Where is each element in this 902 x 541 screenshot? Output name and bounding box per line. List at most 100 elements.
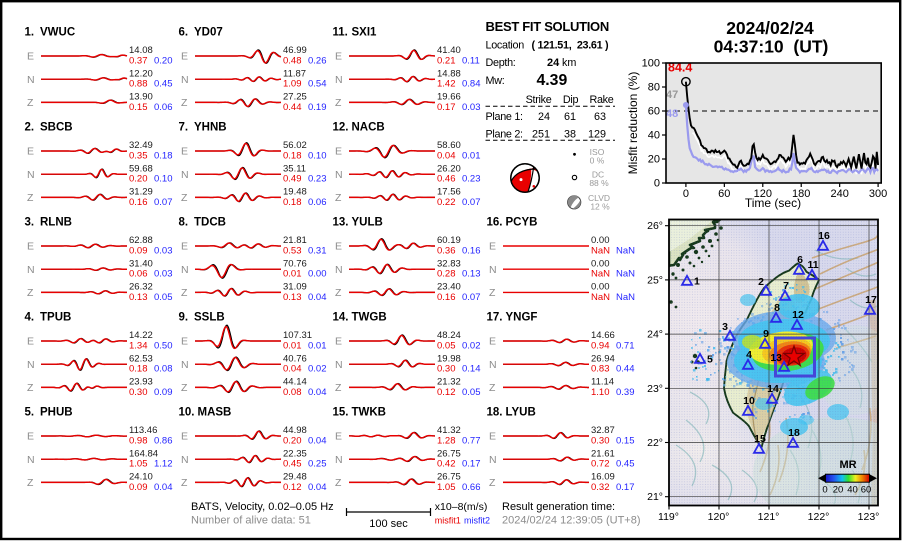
svg-text:N: N — [27, 264, 35, 276]
svg-text:04:37:10 (UT): 04:37:10 (UT) — [714, 37, 829, 57]
svg-text:Strike: Strike — [526, 94, 552, 106]
svg-text:47: 47 — [666, 89, 678, 101]
svg-text:E: E — [27, 51, 34, 63]
svg-text:14: 14 — [767, 383, 779, 395]
svg-text:121°: 121° — [758, 511, 780, 523]
svg-text:BATS, Velocity, 0.02–0.05 Hz: BATS, Velocity, 0.02–0.05 Hz — [191, 501, 334, 513]
svg-text:YD07: YD07 — [194, 27, 223, 39]
svg-text:NaN: NaN — [616, 269, 635, 280]
svg-text:11.87: 11.87 — [283, 68, 306, 79]
svg-text:N: N — [181, 454, 189, 466]
svg-text:SXI1: SXI1 — [352, 27, 378, 39]
svg-text:5: 5 — [707, 354, 713, 366]
svg-text:22.35: 22.35 — [283, 448, 307, 459]
svg-text:26.75: 26.75 — [437, 472, 461, 483]
svg-text:RLNB: RLNB — [40, 217, 72, 229]
svg-text:0.50: 0.50 — [154, 340, 173, 351]
svg-text:Dip: Dip — [563, 94, 579, 106]
svg-text:0.30: 0.30 — [591, 435, 610, 446]
svg-text:0.00: 0.00 — [591, 258, 610, 269]
svg-text:misfit2: misfit2 — [464, 516, 490, 526]
svg-text:N: N — [335, 359, 343, 371]
svg-text:0.18: 0.18 — [283, 150, 302, 161]
svg-text:0.00: 0.00 — [308, 269, 327, 280]
svg-text:Z: Z — [489, 287, 496, 299]
svg-text:29.48: 29.48 — [283, 472, 307, 483]
svg-text:0.54: 0.54 — [308, 79, 327, 90]
svg-text:13.90: 13.90 — [129, 92, 153, 103]
svg-text:0.05: 0.05 — [154, 292, 173, 303]
svg-text:18.: 18. — [487, 407, 503, 419]
svg-text:E: E — [27, 431, 34, 443]
svg-text:1.34: 1.34 — [129, 340, 148, 351]
svg-text:0.02: 0.02 — [308, 364, 327, 375]
svg-text:0.06: 0.06 — [154, 102, 173, 113]
svg-text:0.16: 0.16 — [437, 292, 456, 303]
svg-text:0.26: 0.26 — [308, 55, 327, 66]
svg-text:TPUB: TPUB — [40, 312, 71, 324]
svg-text:TWGB: TWGB — [352, 312, 387, 324]
svg-text:E: E — [489, 431, 496, 443]
svg-text:N: N — [181, 74, 189, 86]
svg-text:CLVD: CLVD — [588, 193, 610, 203]
svg-text:88 %: 88 % — [589, 178, 609, 188]
svg-text:2: 2 — [758, 276, 764, 288]
svg-text:0.83: 0.83 — [591, 364, 610, 375]
svg-text:17.56: 17.56 — [437, 187, 461, 198]
svg-text:10.: 10. — [179, 407, 195, 419]
svg-text:1.05: 1.05 — [437, 482, 456, 493]
svg-text:Z: Z — [27, 477, 34, 489]
svg-text:N: N — [335, 74, 343, 86]
svg-text:DC: DC — [592, 170, 604, 180]
svg-text:0.08: 0.08 — [154, 364, 173, 375]
svg-text:E: E — [181, 241, 188, 253]
svg-text:0.98: 0.98 — [129, 435, 148, 446]
svg-text:1.12: 1.12 — [154, 459, 173, 470]
svg-text:24: 24 — [538, 111, 550, 123]
svg-text:62.53: 62.53 — [129, 353, 153, 364]
svg-text:300: 300 — [869, 188, 887, 200]
svg-text:0.03: 0.03 — [154, 269, 173, 280]
svg-text:0.01: 0.01 — [308, 340, 327, 351]
svg-text:( 121.51, 23.61 ): ( 121.51, 23.61 ) — [532, 39, 610, 51]
svg-text:24.10: 24.10 — [129, 472, 153, 483]
svg-text:1.42: 1.42 — [437, 79, 456, 90]
svg-text:E: E — [181, 336, 188, 348]
svg-text:0.86: 0.86 — [154, 435, 173, 446]
svg-text:TDCB: TDCB — [194, 217, 226, 229]
svg-text:0.20: 0.20 — [129, 174, 148, 185]
svg-text:0.16: 0.16 — [462, 245, 481, 256]
svg-text:Z: Z — [181, 477, 188, 489]
svg-text:Z: Z — [335, 287, 342, 299]
svg-text:31.29: 31.29 — [129, 187, 153, 198]
svg-text:32.83: 32.83 — [437, 258, 461, 269]
svg-text:44.98: 44.98 — [283, 425, 307, 436]
svg-text:0.37: 0.37 — [129, 55, 148, 66]
svg-text:NaN: NaN — [591, 269, 610, 280]
svg-text:0.01: 0.01 — [283, 269, 302, 280]
svg-text:38: 38 — [564, 128, 576, 140]
svg-text:Z: Z — [27, 382, 34, 394]
svg-text:120°: 120° — [708, 511, 730, 523]
svg-text:N: N — [489, 359, 497, 371]
svg-text:0.17: 0.17 — [616, 482, 635, 493]
svg-text:NaN: NaN — [616, 245, 635, 256]
svg-text:0.77: 0.77 — [462, 435, 481, 446]
svg-text:26.20: 26.20 — [437, 163, 461, 174]
svg-text:0.02: 0.02 — [462, 340, 481, 351]
svg-text:E: E — [335, 336, 342, 348]
svg-text:Z: Z — [489, 477, 496, 489]
svg-text:E: E — [335, 431, 342, 443]
svg-text:E: E — [335, 51, 342, 63]
svg-text:21°: 21° — [647, 491, 663, 503]
svg-text:0.16: 0.16 — [129, 197, 148, 208]
svg-text:MR: MR — [839, 459, 856, 471]
svg-text:14.22: 14.22 — [129, 330, 153, 341]
svg-text:21.61: 21.61 — [591, 448, 615, 459]
svg-text:0.18: 0.18 — [154, 150, 173, 161]
svg-text:0 %: 0 % — [590, 156, 605, 166]
svg-text:11.14: 11.14 — [591, 377, 614, 388]
svg-text:0.45: 0.45 — [154, 79, 173, 90]
svg-text:40.76: 40.76 — [283, 353, 307, 364]
svg-text:0: 0 — [822, 485, 827, 496]
